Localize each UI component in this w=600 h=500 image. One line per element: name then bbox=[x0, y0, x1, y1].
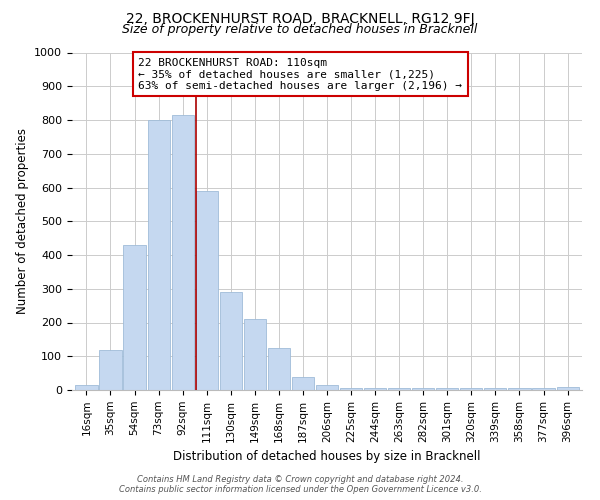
Bar bbox=[412, 388, 434, 390]
Bar bbox=[172, 115, 194, 390]
Text: Size of property relative to detached houses in Bracknell: Size of property relative to detached ho… bbox=[122, 22, 478, 36]
Bar bbox=[100, 350, 122, 390]
Text: Contains HM Land Registry data © Crown copyright and database right 2024.
Contai: Contains HM Land Registry data © Crown c… bbox=[119, 474, 481, 494]
Bar bbox=[316, 385, 338, 390]
Text: 22 BROCKENHURST ROAD: 110sqm
← 35% of detached houses are smaller (1,225)
63% of: 22 BROCKENHURST ROAD: 110sqm ← 35% of de… bbox=[139, 58, 463, 91]
Y-axis label: Number of detached properties: Number of detached properties bbox=[16, 128, 29, 314]
Bar bbox=[557, 386, 578, 390]
Bar bbox=[292, 376, 314, 390]
Text: 22, BROCKENHURST ROAD, BRACKNELL, RG12 9FJ: 22, BROCKENHURST ROAD, BRACKNELL, RG12 9… bbox=[125, 12, 475, 26]
Bar bbox=[124, 245, 146, 390]
Bar bbox=[340, 388, 362, 390]
Bar bbox=[76, 385, 98, 390]
Bar bbox=[532, 388, 554, 390]
Bar bbox=[460, 388, 482, 390]
Bar bbox=[196, 191, 218, 390]
Bar bbox=[268, 348, 290, 390]
Bar bbox=[148, 120, 170, 390]
Bar bbox=[436, 388, 458, 390]
Bar bbox=[388, 388, 410, 390]
Bar bbox=[244, 319, 266, 390]
Bar bbox=[364, 388, 386, 390]
Bar bbox=[484, 388, 506, 390]
Bar bbox=[220, 292, 242, 390]
Bar bbox=[508, 388, 530, 390]
X-axis label: Distribution of detached houses by size in Bracknell: Distribution of detached houses by size … bbox=[173, 450, 481, 463]
